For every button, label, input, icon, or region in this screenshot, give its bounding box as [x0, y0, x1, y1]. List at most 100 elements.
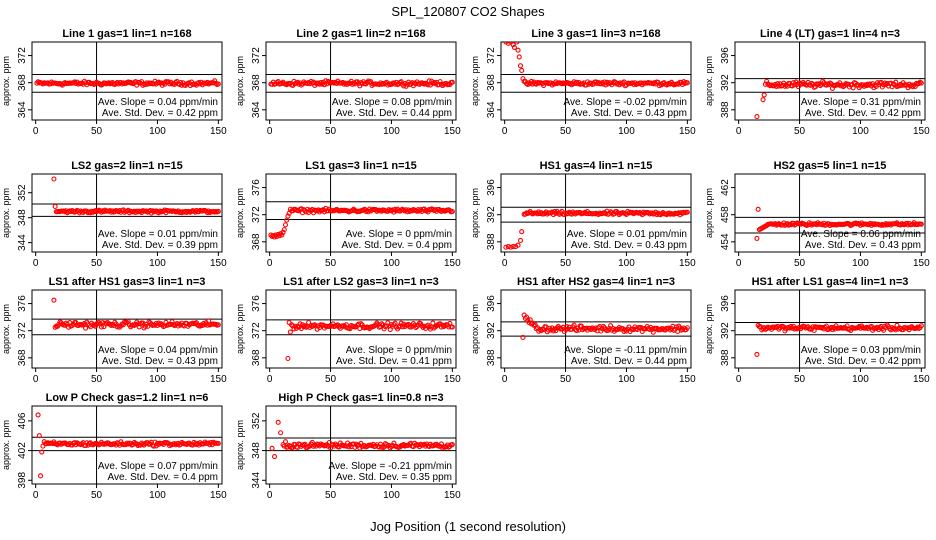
x-tick-label: 0 [502, 126, 508, 137]
data-point [279, 232, 285, 238]
x-tick-label: 150 [444, 490, 461, 501]
data-point [197, 323, 203, 329]
data-point [515, 242, 521, 248]
data-point [893, 79, 899, 85]
annotation-text: Ave. Slope = 0.06 ppm/min [801, 229, 921, 240]
y-tick-label: 392 [486, 206, 497, 223]
panel-title: Line 4 (LT) gas=1 lin=4 n=3 [760, 28, 900, 40]
x-tick-label: 100 [852, 126, 869, 137]
plot-area [32, 174, 222, 252]
x-tick-label: 50 [91, 490, 103, 501]
data-point [755, 206, 761, 212]
x-tick-label: 50 [794, 374, 806, 385]
panel-12: HS1 after LS1 gas=4 lin=1 n=3 388 392 396 ap… [704, 276, 930, 385]
annotation-text: Ave. Std. Dev. = 0.42 ppm [102, 108, 218, 119]
y-tick-label: 368 [251, 233, 262, 250]
data-point [145, 323, 151, 329]
y-axis-label: approx. ppm [1, 304, 11, 354]
x-tick-label: 50 [325, 126, 337, 137]
y-tick-label: 372 [251, 47, 262, 64]
data-point [754, 351, 760, 357]
data-point [817, 82, 823, 89]
annotation-text: Ave. Slope = 0.03 ppm/min [801, 345, 921, 356]
data-point [449, 441, 455, 448]
panel-title: HS1 gas=4 lin=1 n=15 [540, 160, 653, 172]
x-tick-label: 100 [618, 374, 635, 385]
data-point [379, 321, 385, 327]
annotation-text: Ave. Std. Dev. = 0.43 ppm [805, 240, 921, 251]
x-tick-label: 50 [325, 490, 337, 501]
annotation-text: Ave. Slope = 0.01 ppm/min [567, 229, 687, 240]
y-axis-label: approx. ppm [1, 56, 11, 106]
data-point [916, 80, 922, 86]
y-tick-label: 352 [17, 184, 28, 201]
data-point [775, 81, 781, 87]
data-point [639, 328, 645, 335]
y-tick-label: 368 [17, 349, 28, 366]
panel-title: HS1 after LS1 gas=4 lin=1 n=3 [752, 276, 909, 288]
x-tick-label: 100 [618, 258, 635, 269]
data-point [287, 329, 293, 335]
y-tick-label: 396 [486, 179, 497, 196]
plot-frame [265, 405, 457, 485]
x-tick-label: 0 [267, 126, 273, 137]
data-point [684, 325, 690, 331]
data-point [571, 322, 577, 328]
y-tick-label: 372 [251, 206, 262, 223]
panel-title: Low P Check gas=1.2 lin=1 n=6 [46, 392, 209, 404]
y-axis-label: approx. ppm [704, 304, 714, 354]
y-axis-label: approx. ppm [1, 420, 11, 470]
x-tick-label: 100 [149, 258, 166, 269]
annotation-text: Ave. Std. Dev. = 0.39 ppm [102, 240, 218, 251]
x-tick-label: 50 [91, 374, 103, 385]
y-tick-label: 348 [251, 442, 262, 459]
data-point [563, 326, 569, 333]
data-point [98, 324, 104, 330]
data-point [517, 237, 524, 244]
data-point [918, 221, 924, 227]
y-tick-label: 376 [251, 295, 262, 312]
panel-title: HS1 after HS2 gas=4 lin=1 n=3 [517, 276, 675, 288]
y-tick-label: 392 [720, 322, 731, 339]
plot-area [266, 174, 456, 252]
data-point [508, 244, 514, 250]
data-point [449, 324, 455, 330]
data-point [503, 244, 509, 250]
data-point [430, 320, 436, 326]
x-tick-label: 50 [325, 374, 337, 385]
annotation-text: Ave. Slope = 0 ppm/min [346, 229, 452, 240]
x-tick-label: 0 [33, 374, 39, 385]
annotation-text: Ave. Std. Dev. = 0.42 ppm [805, 356, 921, 367]
x-tick-label: 0 [736, 126, 742, 137]
x-tick-label: 0 [502, 374, 508, 385]
y-tick-label: 398 [17, 472, 28, 489]
panel-5: LS2 gas=2 lin=1 n=15 344 348 352 approx. ppm… [1, 160, 227, 269]
panel-title: HS2 gas=5 lin=1 n=15 [774, 160, 887, 172]
data-point [510, 244, 516, 250]
y-tick-label: 388 [486, 349, 497, 366]
panel-8: HS2 gas=5 lin=1 n=15 454 458 462 approx. ppm… [704, 160, 930, 269]
panel-title: LS1 gas=3 lin=1 n=15 [305, 160, 417, 172]
x-tick-label: 0 [267, 258, 273, 269]
data-point [345, 81, 351, 87]
panel-2: Line 2 gas=1 lin=2 n=168 364 368 372 approx.… [235, 28, 461, 137]
data-point [280, 229, 286, 235]
x-tick-label: 50 [91, 258, 103, 269]
data-point [52, 324, 58, 330]
plot-frame [31, 289, 223, 369]
data-point [684, 209, 690, 215]
y-tick-label: 402 [17, 442, 28, 459]
y-tick-label: 344 [17, 234, 28, 251]
data-point [754, 114, 760, 120]
data-point [517, 63, 524, 69]
annotation-text: Ave. Std. Dev. = 0.43 ppm [571, 240, 687, 251]
data-point [282, 222, 289, 228]
data-point [889, 325, 895, 331]
data-point [764, 78, 770, 84]
x-tick-label: 0 [736, 258, 742, 269]
data-point [178, 80, 184, 86]
data-point [281, 227, 287, 233]
y-tick-label: 376 [251, 179, 262, 196]
data-point [298, 82, 304, 88]
